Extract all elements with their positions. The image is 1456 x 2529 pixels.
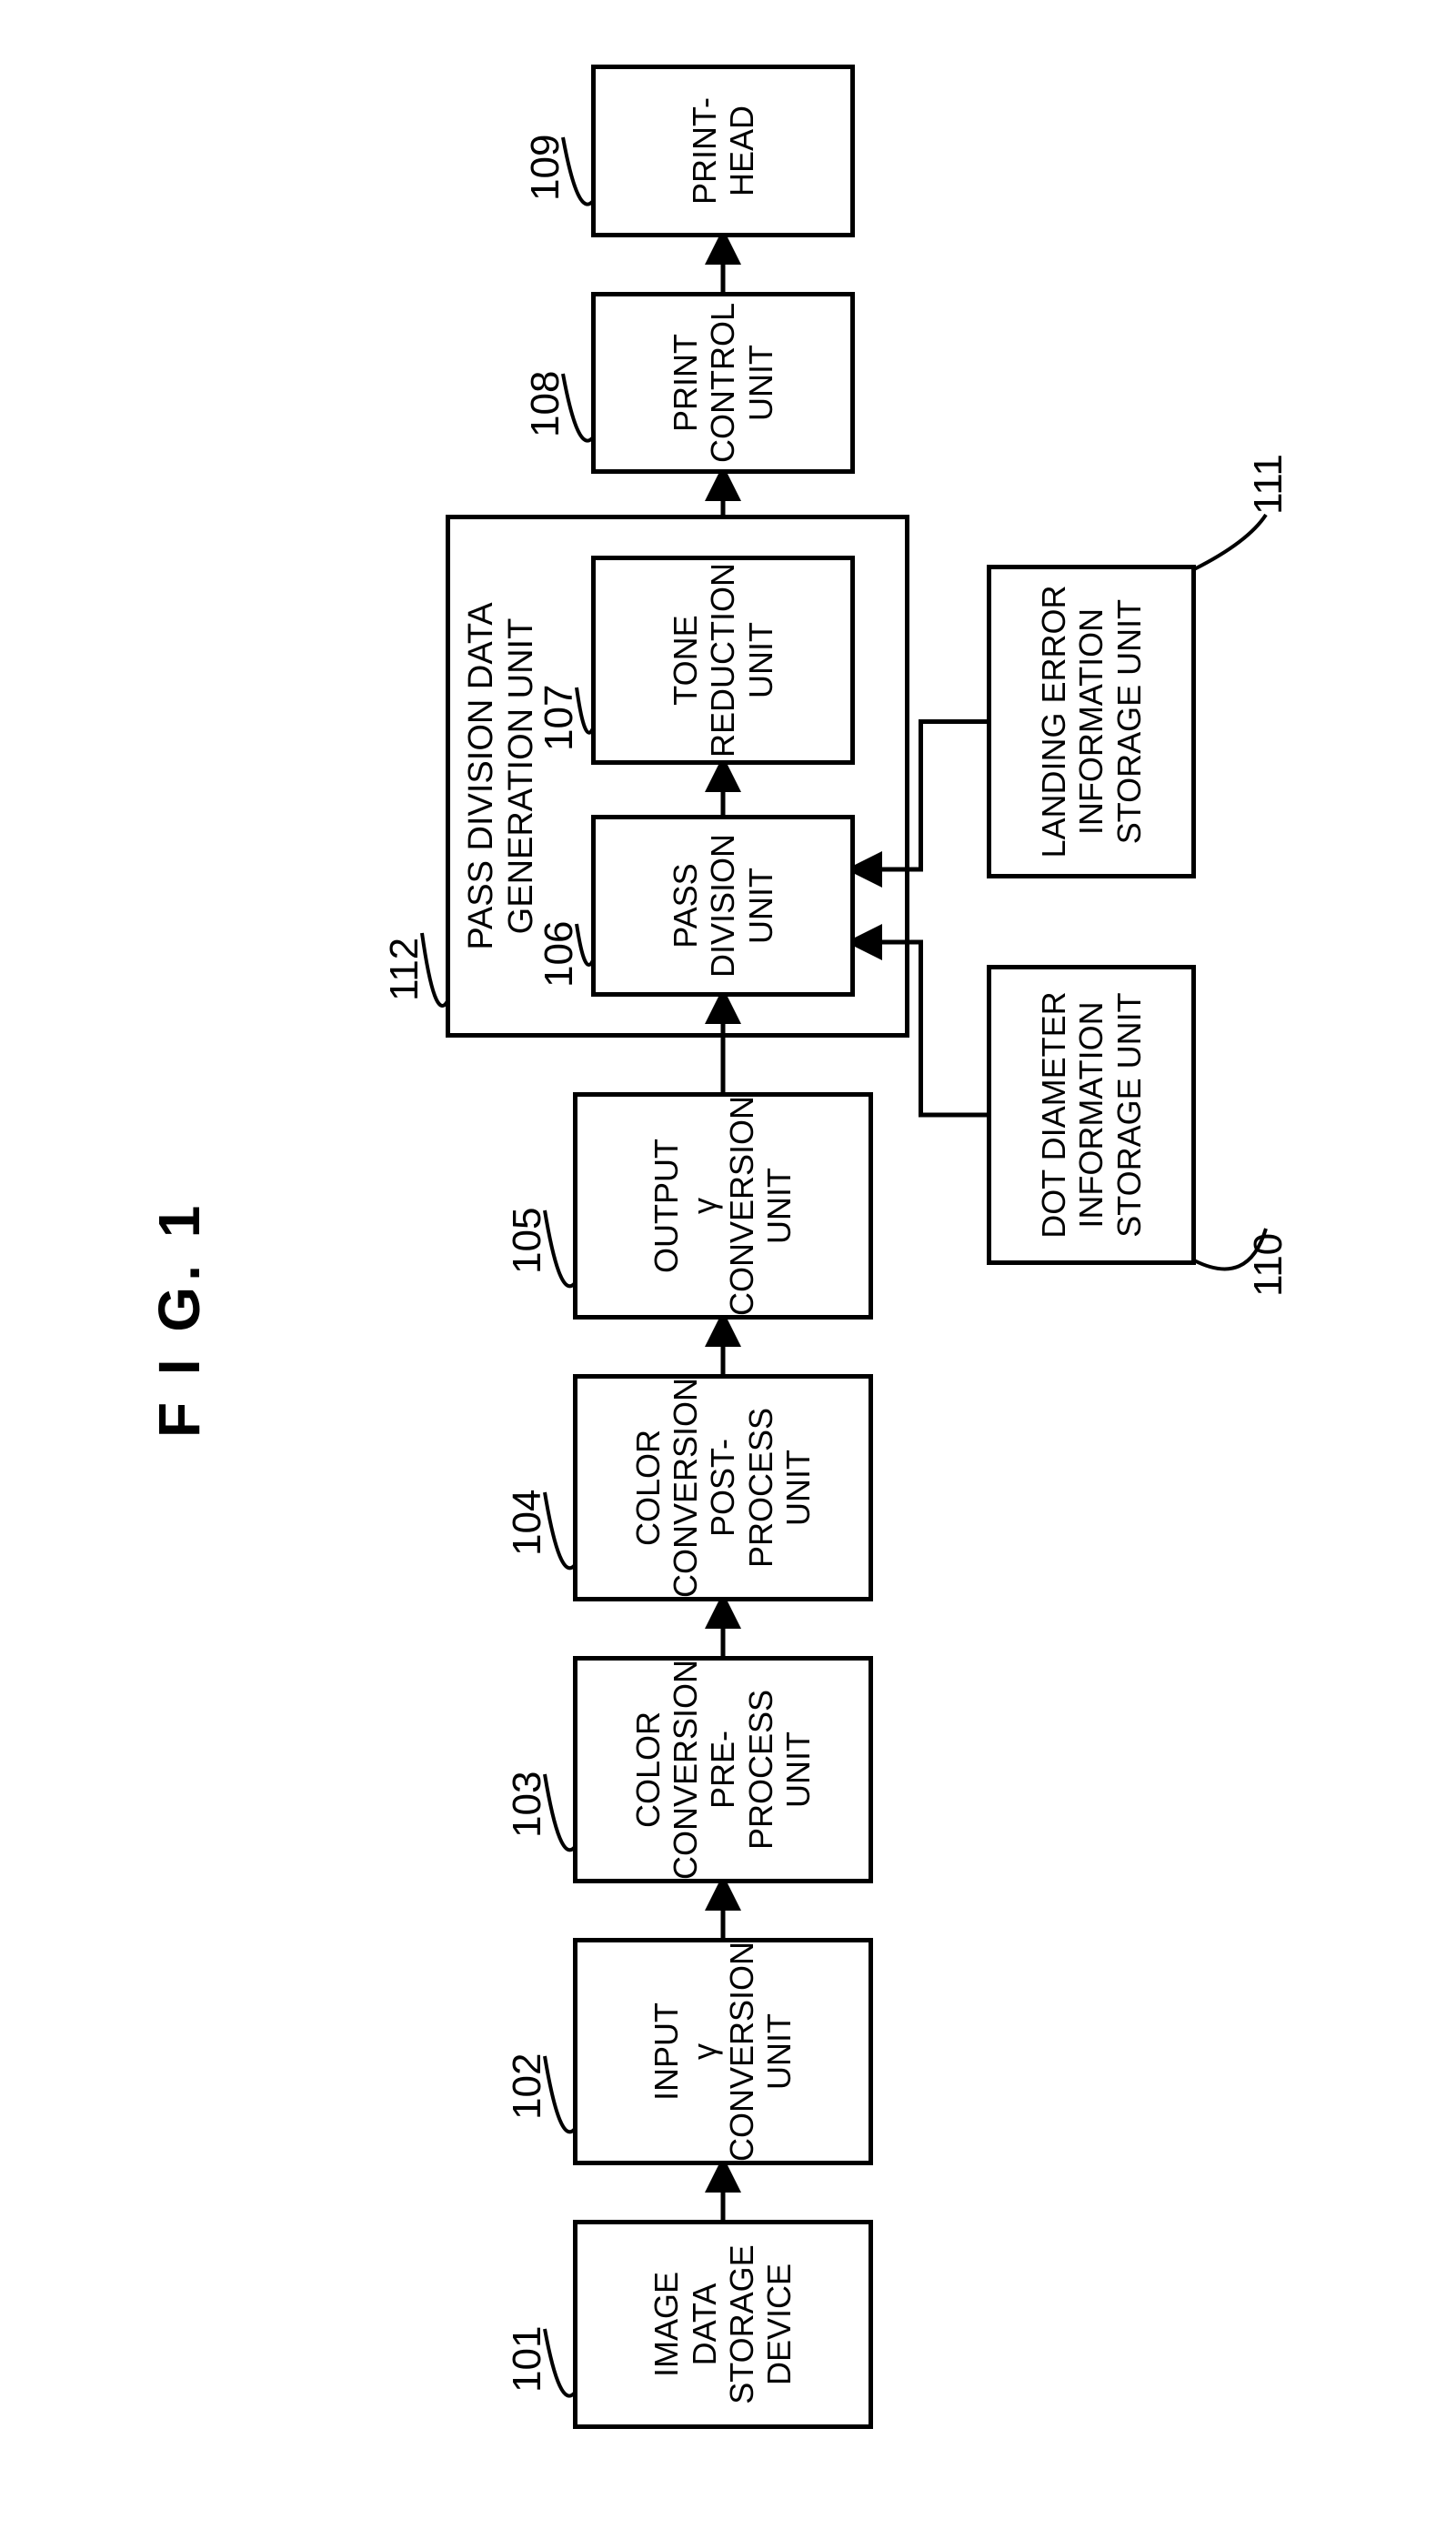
block-n104: COLORCONVERSIONPOST-PROCESSUNIT — [573, 1374, 873, 1601]
ref-n112: 112 — [382, 938, 427, 1001]
figure-stage: F I G. 1 PASS DIVISION DATAGENERATION UN… — [0, 0, 1456, 2529]
ref-n105: 105 — [505, 1208, 550, 1274]
block-n108: PRINTCONTROLUNIT — [591, 292, 855, 474]
ref-n110: 110 — [1246, 1233, 1291, 1297]
ref-n109: 109 — [523, 135, 568, 201]
block-n109: PRINT-HEAD — [591, 65, 855, 237]
block-n106: PASSDIVISIONUNIT — [591, 815, 855, 997]
ref-n101: 101 — [505, 2326, 550, 2393]
ref-n103: 103 — [505, 1771, 550, 1838]
ref-n106: 106 — [537, 921, 582, 988]
ref-n107: 107 — [537, 685, 582, 751]
block-n102: INPUTγCONVERSIONUNIT — [573, 1938, 873, 2165]
block-n110: DOT DIAMETERINFORMATIONSTORAGE UNIT — [987, 965, 1196, 1265]
ref-n108: 108 — [523, 371, 568, 437]
block-label-n110: DOT DIAMETERINFORMATIONSTORAGE UNIT — [1035, 991, 1148, 1238]
block-n105: OUTPUTγCONVERSIONUNIT — [573, 1092, 873, 1320]
block-label-n109: PRINT-HEAD — [686, 97, 761, 205]
block-label-n105: OUTPUTγCONVERSIONUNIT — [648, 1096, 798, 1316]
ref-n104: 104 — [505, 1490, 550, 1556]
block-label-n103: COLORCONVERSIONPRE-PROCESSUNIT — [629, 1660, 818, 1880]
block-label-n102: INPUTγCONVERSIONUNIT — [648, 1942, 798, 2162]
block-label-n104: COLORCONVERSIONPOST-PROCESSUNIT — [629, 1378, 818, 1598]
block-n107: TONEREDUCTIONUNIT — [591, 556, 855, 765]
block-label-n106: PASSDIVISIONUNIT — [667, 834, 779, 978]
block-n101: IMAGEDATASTORAGEDEVICE — [573, 2220, 873, 2429]
block-label-n107: TONEREDUCTIONUNIT — [667, 563, 779, 758]
ref-n111: 111 — [1246, 454, 1291, 515]
block-n103: COLORCONVERSIONPRE-PROCESSUNIT — [573, 1656, 873, 1883]
block-n111: LANDING ERRORINFORMATIONSTORAGE UNIT — [987, 565, 1196, 878]
ref-n102: 102 — [505, 2053, 550, 2120]
block-label-n108: PRINTCONTROLUNIT — [667, 303, 779, 463]
block-label-n111: LANDING ERRORINFORMATIONSTORAGE UNIT — [1035, 585, 1148, 858]
block-label-n101: IMAGEDATASTORAGEDEVICE — [648, 2244, 798, 2404]
container-label-n112: PASS DIVISION DATAGENERATION UNIT — [462, 533, 541, 1019]
